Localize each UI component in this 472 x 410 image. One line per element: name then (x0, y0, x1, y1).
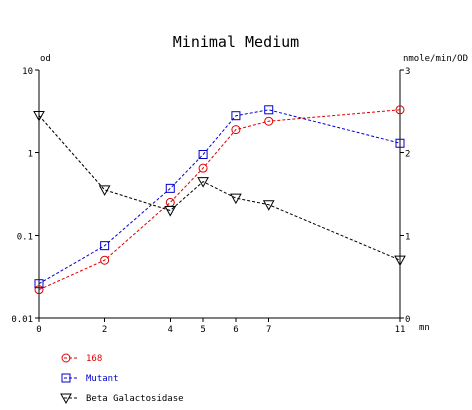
data-point (100, 255, 110, 265)
data-point (231, 111, 241, 121)
legend-marker (61, 353, 71, 363)
legend: 168 Mutant Beta Galactosidase (60, 353, 184, 405)
y-left-axis-label: od (40, 54, 51, 64)
data-point (262, 200, 275, 211)
series-line (38, 109, 401, 285)
x-tick-label: 4 (168, 325, 173, 335)
data-point (264, 105, 274, 115)
data-point (198, 163, 208, 173)
data-point (230, 193, 242, 205)
series-2 (34, 105, 405, 289)
series-3 (33, 110, 406, 267)
y-left-tick-label: 0.1 (17, 232, 33, 242)
data-point (164, 206, 177, 217)
y-left-tick-label: 0.01 (11, 315, 33, 325)
data-point (394, 255, 406, 267)
data-point (98, 185, 111, 196)
y-right-tick-label: 3 (405, 67, 410, 77)
y-right-tick-label: 0 (405, 315, 410, 325)
data-point (100, 241, 110, 251)
x-tick-label: 7 (266, 325, 271, 335)
y-right-tick-label: 2 (405, 150, 410, 160)
data-point (198, 150, 208, 160)
series-layer (33, 105, 406, 295)
series-1 (34, 105, 405, 295)
series-line (38, 115, 401, 261)
x-tick-label: 2 (102, 325, 107, 335)
data-point (33, 110, 45, 122)
axes: 0 2 4 5 6 7 11 0.01 0.1 1 10 0 1 2 3 (11, 67, 410, 335)
legend-label: 168 (86, 354, 102, 364)
data-point (197, 177, 209, 188)
y-left-tick-label: 10 (22, 67, 33, 77)
data-point (165, 183, 175, 193)
data-point (395, 138, 405, 148)
legend-item: Mutant (61, 373, 119, 384)
y-left-tick-label: 1 (28, 150, 33, 160)
data-point (34, 279, 44, 289)
series-line (38, 109, 401, 291)
data-point (395, 105, 405, 115)
data-point (165, 197, 175, 207)
legend-item: Beta Galactosidase (60, 393, 184, 405)
legend-marker (61, 373, 71, 383)
data-point (34, 285, 44, 295)
legend-item: 168 (61, 353, 102, 364)
legend-marker (60, 393, 72, 405)
data-point (264, 116, 274, 126)
chart-title: Minimal Medium (173, 33, 299, 51)
data-point (231, 125, 241, 135)
legend-label: Mutant (86, 374, 119, 384)
x-axis-unit-label: mn (419, 323, 430, 333)
y-right-axis-label: nmole/min/OD (403, 54, 468, 64)
y-right-tick-label: 1 (405, 232, 410, 242)
x-tick-label: 5 (200, 325, 205, 335)
x-tick-label: 6 (233, 325, 238, 335)
legend-label: Beta Galactosidase (86, 394, 184, 404)
x-tick-label: 0 (36, 325, 41, 335)
x-tick-label: 11 (395, 325, 406, 335)
